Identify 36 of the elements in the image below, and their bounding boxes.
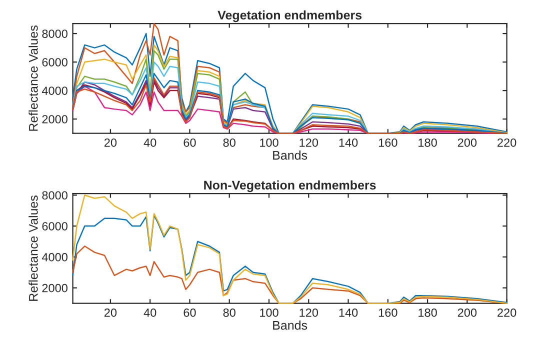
x-tick-label: 100 — [260, 308, 278, 317]
y-tick-label: 8000 — [42, 191, 68, 200]
y-tick-label: 4000 — [42, 86, 68, 95]
x-tick-label: 140 — [339, 308, 358, 317]
x-tick-label: 80 — [223, 138, 236, 147]
x-tick-label: 100 — [260, 138, 278, 147]
x-tick-label: 60 — [184, 138, 196, 147]
x-tick-label: 20 — [104, 138, 117, 147]
x-tick-label: 120 — [300, 308, 318, 317]
x-tick-label: 20 — [104, 308, 117, 317]
x-tick-label: 200 — [458, 308, 477, 317]
y-tick-label: 2000 — [42, 115, 68, 124]
x-tick-label: 220 — [498, 308, 516, 317]
x-tick-label: 180 — [418, 308, 437, 317]
x-tick-label: 80 — [223, 308, 236, 317]
x-axis-title: Bands — [273, 320, 308, 330]
x-tick-label: 200 — [458, 138, 477, 147]
x-tick-label: 180 — [418, 138, 437, 147]
x-tick-label: 160 — [378, 138, 398, 147]
x-axis-title: Bands — [273, 150, 308, 160]
y-tick-label: 6000 — [42, 222, 68, 230]
y-tick-label: 6000 — [42, 58, 68, 66]
y-tick-label: 2000 — [42, 284, 68, 292]
y-axis-title: Reflectance Values — [28, 196, 38, 301]
chart-title: Vegetation endmembers — [218, 10, 362, 22]
x-tick-label: 160 — [378, 308, 398, 317]
x-tick-label: 40 — [144, 138, 156, 147]
x-tick-label: 120 — [300, 138, 318, 147]
x-tick-label: 60 — [184, 308, 196, 317]
x-tick-label: 220 — [498, 138, 516, 147]
x-tick-label: 40 — [144, 308, 156, 317]
y-tick-label: 4000 — [42, 252, 68, 262]
y-tick-label: 8000 — [42, 30, 68, 38]
x-tick-label: 140 — [339, 138, 358, 147]
chart-title: Non-Vegetation endmembers — [204, 180, 376, 192]
y-axis-title: Reflectance Values — [28, 25, 38, 131]
